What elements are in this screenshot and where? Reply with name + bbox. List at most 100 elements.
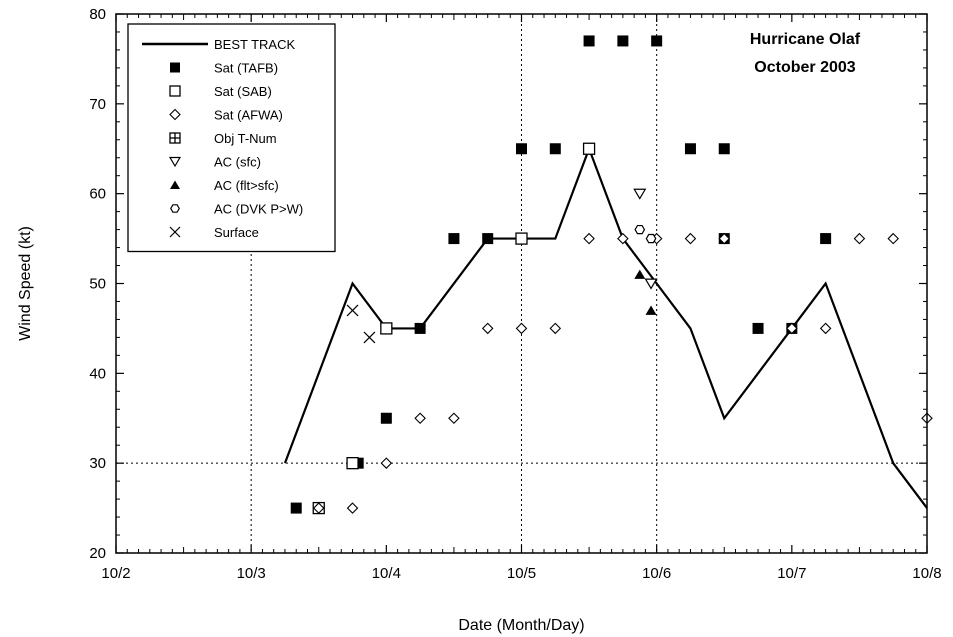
y-axis-label: Wind Speed (kt) <box>17 226 34 341</box>
data-point-filled-square <box>380 412 392 424</box>
data-point-filled-square <box>549 143 561 155</box>
y-tick-label: 20 <box>89 545 106 562</box>
data-point-open-diamond <box>515 322 528 335</box>
data-point-filled-square <box>516 143 527 155</box>
data-point-open-diamond <box>583 232 595 245</box>
data-point-filled-square <box>448 233 460 245</box>
legend-label: AC (DVK P>W) <box>214 202 303 217</box>
y-tick-label: 70 <box>89 96 106 113</box>
axes: 10/2 10/3 10/4 10/5 10/6 10/7 10/8 20 30 40 50 60 70… <box>89 6 941 582</box>
legend-label: AC (flt>sfc) <box>214 178 279 193</box>
legend-item: Sat (TAFB) <box>170 61 278 76</box>
data-point-open-diamond <box>346 502 359 514</box>
series-line <box>283 145 928 509</box>
data-point-open-square <box>380 322 393 335</box>
x-tick-label: 10/5 <box>507 565 536 582</box>
data-point-filled-square <box>482 233 494 245</box>
y-tick-label: 30 <box>89 455 106 472</box>
legend-swatch-x-cross <box>169 226 181 238</box>
series-x-cross <box>346 304 376 344</box>
data-point-x-cross <box>363 331 376 344</box>
data-point-open-triangle-down <box>644 278 658 290</box>
x-tick-label: 10/4 <box>372 565 401 582</box>
data-point-open-triangle-down <box>633 188 647 200</box>
chart-subtitle: October 2003 <box>754 59 855 76</box>
series-open-diamond <box>312 232 933 514</box>
data-point-open-square <box>582 142 596 155</box>
y-tick-label: 60 <box>89 186 106 203</box>
legend-label: Sat (AFWA) <box>214 108 283 123</box>
best-track-line <box>283 145 928 509</box>
legend-box <box>127 23 336 253</box>
data-point-filled-square <box>617 35 629 47</box>
data-point-open-diamond <box>414 412 426 425</box>
legend-label: BEST TRACK <box>214 37 295 52</box>
data-point-open-diamond <box>684 232 697 245</box>
x-tick-label: 10/8 <box>912 565 941 582</box>
y-tick-label: 40 <box>89 365 106 382</box>
data-point-open-diamond <box>887 232 899 245</box>
legend-item: BEST TRACK <box>142 37 295 52</box>
data-point-open-diamond <box>549 322 562 335</box>
legend-swatch-crossed-square <box>169 132 181 144</box>
legend-label: Obj T-Num <box>214 131 277 146</box>
data-point-filled-square <box>718 143 730 155</box>
data-point-filled-triangle-up <box>634 269 646 279</box>
legend-label: Surface <box>214 225 259 240</box>
data-point-open-hexagon <box>645 233 657 244</box>
data-point-filled-square <box>290 502 302 514</box>
legend-item: AC (DVK P>W) <box>170 202 303 217</box>
data-point-open-diamond <box>448 412 460 425</box>
y-tick-label: 80 <box>89 6 106 23</box>
legend-item: Obj T-Num <box>169 131 277 146</box>
chart-title: Hurricane Olaf <box>750 31 861 48</box>
series-filled-square <box>290 35 832 514</box>
data-point-open-diamond <box>786 322 798 335</box>
legend-item: Surface <box>169 225 259 240</box>
data-point-x-cross <box>346 304 359 317</box>
data-point-open-square <box>346 457 359 470</box>
legend-item: Sat (AFWA) <box>169 108 283 123</box>
data-point-open-diamond <box>853 232 866 245</box>
data-point-filled-triangle-up <box>645 305 657 315</box>
x-tick-label: 10/2 <box>101 565 130 582</box>
x-axis-label: Date (Month/Day) <box>458 617 584 634</box>
series-filled-triangle-up <box>634 269 657 315</box>
legend-label: Sat (SAB) <box>214 84 272 99</box>
data-point-filled-square <box>752 322 764 334</box>
legend-swatch-open-triangle-down <box>168 156 182 168</box>
x-tick-label: 10/7 <box>777 565 806 582</box>
data-point-open-diamond <box>718 232 731 245</box>
data-point-open-diamond <box>617 232 629 245</box>
grid-lines <box>116 14 927 553</box>
legend-item: Sat (SAB) <box>169 84 272 99</box>
data-point-open-diamond <box>481 322 494 335</box>
plot-series <box>283 35 933 515</box>
x-tick-label: 10/3 <box>237 565 266 582</box>
legend-swatch-open-diamond <box>169 108 181 121</box>
data-point-filled-square <box>583 35 595 47</box>
data-point-filled-square <box>414 322 426 334</box>
legend-swatch-filled-square <box>170 62 180 73</box>
x-tick-label: 10/6 <box>642 565 671 582</box>
data-point-open-diamond <box>312 502 325 514</box>
data-point-filled-square <box>684 143 696 155</box>
series-open-hexagon <box>634 224 657 244</box>
data-point-open-hexagon <box>634 224 646 235</box>
y-tick-label: 50 <box>89 276 106 293</box>
data-point-filled-square <box>820 233 832 245</box>
legend-swatch-open-square <box>169 85 181 97</box>
data-point-open-diamond <box>819 322 832 335</box>
data-point-open-square <box>515 232 528 245</box>
legend-swatch-filled-triangle-up <box>170 180 180 189</box>
series-open-triangle-down <box>633 188 658 290</box>
data-point-filled-square <box>651 35 663 47</box>
data-point-open-diamond <box>380 457 393 469</box>
legend-swatch-open-hexagon <box>170 204 180 213</box>
legend-item: AC (sfc) <box>168 155 261 170</box>
legend: BEST TRACK Sat (TAFB) Sat (SAB) Sat (AFWA) O… <box>127 23 336 253</box>
legend-item: AC (flt>sfc) <box>170 178 279 193</box>
legend-label: AC (sfc) <box>214 155 261 170</box>
legend-label: Sat (TAFB) <box>214 61 278 76</box>
